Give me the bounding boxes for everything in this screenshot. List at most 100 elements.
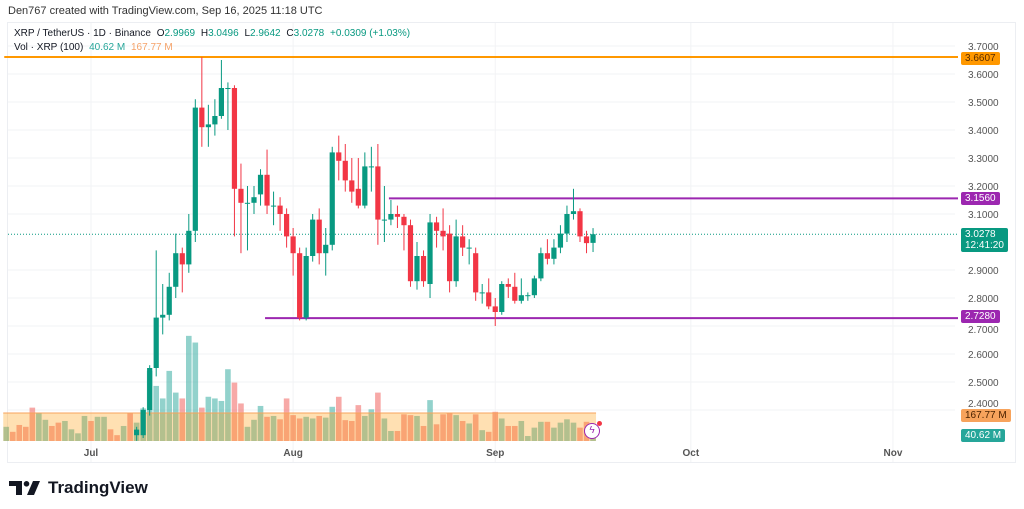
chart-legend: XRP / TetherUS · 1D · Binance O2.9969 H3…: [14, 27, 413, 55]
volume-bar: [3, 426, 10, 441]
candle-body: [166, 286, 172, 315]
volume-bar: [9, 431, 16, 441]
volume-bar: [205, 396, 212, 441]
volume-bar: [479, 430, 485, 441]
volume-bar: [238, 403, 244, 441]
candle-body: [538, 253, 544, 279]
symbol-title[interactable]: XRP / TetherUS · 1D · Binance: [14, 28, 151, 39]
volume-bar: [29, 407, 36, 441]
candle-body: [375, 166, 381, 220]
volume-bar: [472, 414, 479, 441]
horizontal-levels[interactable]: [4, 56, 958, 320]
volume-bar: [42, 419, 49, 441]
volume-bar: [270, 415, 277, 441]
price-tick-label: 3.7000: [968, 42, 999, 53]
volume-bar: [466, 423, 472, 441]
volume-bar: [440, 414, 446, 441]
candle-body: [186, 230, 192, 265]
volume-bar: [277, 419, 283, 441]
candle-body: [407, 225, 414, 282]
volume-bar: [394, 430, 401, 441]
open-value: O2.9969: [156, 28, 196, 39]
candle-body: [329, 152, 335, 245]
candle-body: [205, 124, 211, 128]
candle-body: [355, 188, 361, 206]
volume-bar: [290, 415, 296, 441]
candle-body: [244, 202, 251, 204]
volume-bar: [101, 416, 107, 441]
candle-body: [544, 253, 550, 259]
volume-ma-fill: [3, 413, 597, 441]
candle-body: [486, 292, 492, 307]
candle-body: [505, 284, 511, 287]
volume-bar: [498, 418, 505, 441]
volume-ma-area: [3, 412, 597, 441]
volume-bar: [570, 422, 577, 441]
candle-body: [433, 222, 440, 231]
volume-bar: [159, 398, 166, 441]
candle-body: [518, 295, 524, 301]
volume-bar: [81, 415, 88, 441]
volume-bar: [531, 427, 538, 441]
candle-body: [499, 284, 505, 312]
level-tag-3.6607: 3.6607: [961, 52, 1000, 65]
volume-bar: [446, 412, 453, 441]
volume-bar: [244, 426, 251, 441]
volume-title[interactable]: Vol · XRP (100): [14, 42, 84, 53]
candle-body: [199, 107, 205, 128]
candle-body: [557, 233, 564, 248]
price-axis[interactable]: 3.7000 3.6000 3.5000 3.4000 3.3000 3.2000 3.10…: [968, 42, 999, 410]
candle-body: [134, 429, 140, 436]
logo-text: TradingView: [48, 478, 148, 497]
candle-body: [140, 410, 146, 436]
candle-body: [427, 222, 433, 284]
candle-body: [173, 253, 179, 287]
price-tick-label: 3.3000: [968, 154, 999, 165]
volume-bar: [433, 424, 440, 441]
grid: [8, 23, 955, 462]
volume-bar: [49, 425, 55, 441]
price-tick-label: 2.6000: [968, 350, 999, 361]
price-tick-label: 2.8000: [968, 294, 999, 305]
tradingview-logo[interactable]: TradingView: [9, 478, 148, 498]
candle-body: [238, 188, 244, 203]
volume-bar: [453, 415, 459, 441]
candle-body: [264, 174, 270, 206]
lightning-icon[interactable]: ϟ: [584, 421, 602, 439]
volume-bar: [368, 409, 375, 441]
time-tick-label: Oct: [683, 448, 700, 459]
candle-body: [153, 317, 159, 368]
low-value: L2.9642: [244, 28, 281, 39]
change-value: +0.0309 (+1.03%): [330, 28, 411, 39]
volume-bar: [525, 435, 531, 441]
candle-body: [160, 314, 166, 318]
candle-body: [401, 216, 407, 226]
candle-body: [316, 219, 322, 254]
candle-body: [225, 88, 231, 89]
last-price-tag: 3.0278 12:41:20: [961, 228, 1008, 252]
volume-bar: [75, 433, 81, 441]
volume-bar: [62, 420, 68, 441]
level-tag-3.1560: 3.1560: [961, 192, 1000, 205]
volume-bar: [179, 398, 186, 441]
candle-body: [290, 236, 296, 254]
volume-bar: [485, 431, 492, 441]
candle-body: [479, 292, 485, 294]
price-tick-label: 3.6000: [968, 70, 999, 81]
ohlc-legend-row: XRP / TetherUS · 1D · Binance O2.9969 H3…: [14, 27, 413, 41]
volume-bar: [505, 425, 512, 441]
candle-body: [414, 256, 420, 282]
candle-body: [218, 88, 224, 116]
volume-bar: [414, 415, 420, 441]
volume-bar: [518, 420, 525, 441]
volume-value: 40.62 M: [89, 42, 126, 53]
candles: [134, 57, 596, 441]
time-axis[interactable]: Jul Aug Sep Oct Nov: [84, 448, 903, 459]
volume-bar: [251, 419, 257, 441]
candle-body: [257, 174, 264, 195]
candle-body: [231, 88, 238, 189]
candle-body: [349, 180, 355, 192]
volume-bar: [264, 416, 270, 441]
candle-body: [277, 205, 283, 214]
